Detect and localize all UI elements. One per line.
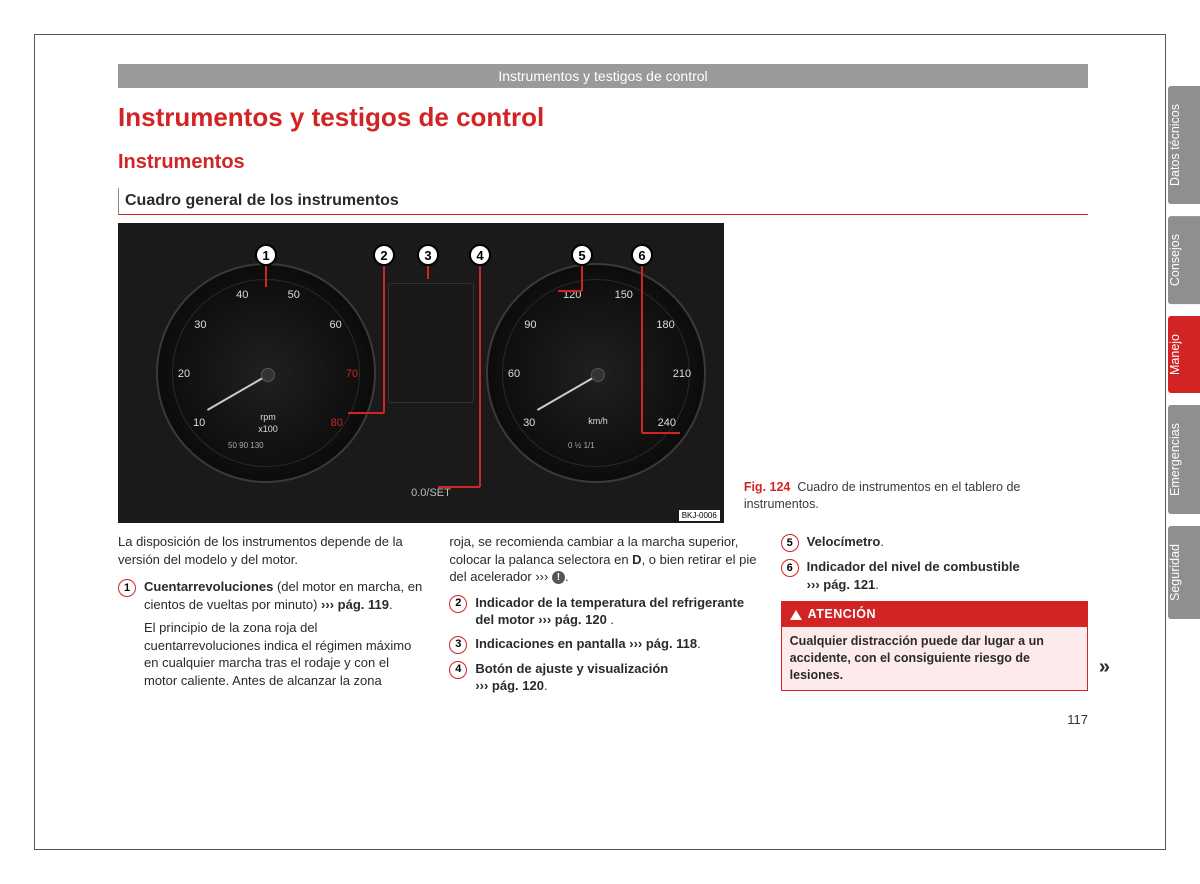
- image-code: BKJ-0006: [679, 510, 720, 521]
- list-item-body: Indicaciones en pantalla ››› pág. 118.: [475, 635, 756, 654]
- callout-badge: 6: [631, 244, 653, 266]
- list-item: 6 Indicador del nivel de combustible ››› …: [781, 558, 1088, 593]
- column-1: La disposición de los instrumentos depen…: [118, 533, 425, 701]
- text-columns: La disposición de los instrumentos depen…: [118, 533, 1088, 701]
- list-item-body: Cuentarrevoluciones (del motor en marcha…: [144, 578, 425, 613]
- gauge-tick: 180: [656, 319, 674, 331]
- number-badge: 6: [781, 559, 799, 577]
- gauge-tick: 240: [658, 417, 676, 429]
- callout-badge: 3: [417, 244, 439, 266]
- warning-body: Cualquier distracción puede dar lugar a …: [782, 627, 1087, 690]
- page-content: Instrumentos y testigos de control Instr…: [118, 64, 1088, 701]
- paragraph-continuation: roja, se recomienda cambiar a la marcha …: [449, 533, 756, 586]
- center-display: [388, 283, 474, 403]
- gauge-tick: 20: [178, 368, 190, 380]
- number-badge: 3: [449, 636, 467, 654]
- warning-triangle-icon: [790, 610, 802, 620]
- number-badge: 5: [781, 534, 799, 552]
- list-item-body: Indicador del nivel de combustible ››› p…: [807, 558, 1088, 593]
- list-item: 3 Indicaciones en pantalla ››› pág. 118.: [449, 635, 756, 654]
- gauge-tick: 80: [331, 417, 343, 429]
- running-header: Instrumentos y testigos de control: [118, 64, 1088, 88]
- callout-badge: 4: [469, 244, 491, 266]
- gauge-tick: 30: [194, 319, 206, 331]
- number-badge: 1: [118, 579, 136, 597]
- gauge-tick: 210: [673, 368, 691, 380]
- list-item: 1 Cuentarrevoluciones (del motor en march…: [118, 578, 425, 613]
- column-2: roja, se recomienda cambiar a la marcha …: [449, 533, 756, 701]
- heading-2: Instrumentos: [118, 151, 1088, 174]
- paragraph: El principio de la zona roja del cuentar…: [144, 619, 425, 689]
- gauge-tick: 60: [508, 368, 520, 380]
- list-item-body: Indicador de la temperatura del refriger…: [475, 594, 756, 629]
- list-item: 2 Indicador de la temperatura del refrige…: [449, 594, 756, 629]
- figure-number: Fig. 124: [744, 480, 791, 494]
- page-number: 117: [1067, 711, 1088, 729]
- warning-header: ATENCIÓN: [782, 602, 1087, 627]
- side-tab[interactable]: Emergencias: [1168, 405, 1200, 514]
- list-item-body: Velocímetro.: [807, 533, 1088, 552]
- callout-badge: 5: [571, 244, 593, 266]
- gauge: 1020304050607080rpmx10050 90 130: [156, 263, 376, 483]
- callout-badge: 2: [373, 244, 395, 266]
- gauge-tick: 30: [523, 417, 535, 429]
- number-badge: 4: [449, 661, 467, 679]
- callout-badge: 1: [255, 244, 277, 266]
- side-tab[interactable]: Consejos: [1168, 216, 1200, 304]
- dashboard-figure: 1020304050607080rpmx10050 90 13030609012…: [118, 223, 724, 523]
- side-tab[interactable]: Manejo: [1168, 316, 1200, 393]
- gauge-tick: 150: [615, 289, 633, 301]
- info-icon: !: [552, 571, 565, 584]
- continuation-arrow-icon: »: [1099, 654, 1110, 681]
- gauge-tick: 10: [193, 417, 205, 429]
- set-button-label: 0.0/SET: [411, 487, 451, 499]
- heading-1: Instrumentos y testigos de control: [118, 102, 1088, 133]
- list-item-body: Botón de ajuste y visualización ››› pág.…: [475, 660, 756, 695]
- number-badge: 2: [449, 595, 467, 613]
- gauge-tick: 40: [236, 289, 248, 301]
- list-item: 5 Velocímetro.: [781, 533, 1088, 552]
- column-3: » 5Velocímetro.6Indicador del nivel de c…: [781, 533, 1088, 701]
- side-tabs: Datos técnicos Consejos Manejo Emergencias S…: [1168, 86, 1200, 619]
- gauge-tick: 90: [524, 319, 536, 331]
- list-item: 4 Botón de ajuste y visualización ››› pág…: [449, 660, 756, 695]
- gauge-tick: 50: [288, 289, 300, 301]
- intro-paragraph: La disposición de los instrumentos depen…: [118, 533, 425, 568]
- warning-box: ATENCIÓNCualquier distracción puede dar …: [781, 601, 1088, 691]
- gauge-tick: 70: [346, 368, 358, 380]
- figure-caption: Fig. 124 Cuadro de instrumentos en el ta…: [744, 479, 1088, 523]
- side-tab[interactable]: Seguridad: [1168, 526, 1200, 619]
- heading-3: Cuadro general de los instrumentos: [118, 188, 1088, 215]
- gauge-tick: 60: [329, 319, 341, 331]
- side-tab[interactable]: Datos técnicos: [1168, 86, 1200, 204]
- figure-area: 1020304050607080rpmx10050 90 13030609012…: [118, 223, 1088, 523]
- gauge: 306090120150180210240km/h0 ½ 1/1: [486, 263, 706, 483]
